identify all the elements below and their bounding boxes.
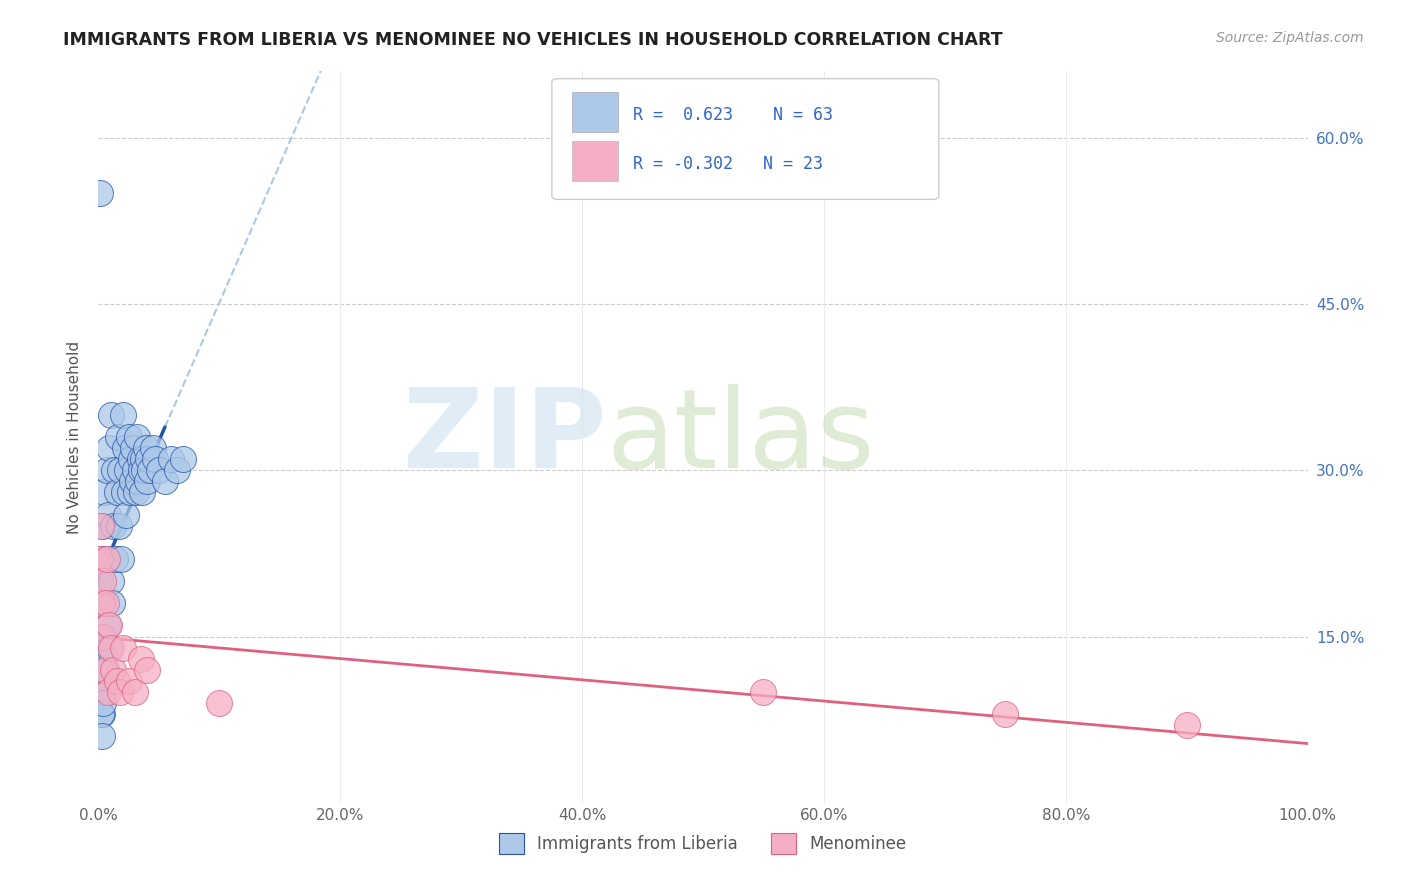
Text: R =  0.623    N = 63: R = 0.623 N = 63 xyxy=(633,106,832,124)
Point xyxy=(101,663,124,677)
Point xyxy=(93,630,115,644)
Point xyxy=(122,441,145,455)
Point xyxy=(134,463,156,477)
Point xyxy=(172,452,194,467)
Point xyxy=(208,696,231,710)
Point xyxy=(124,685,146,699)
Point xyxy=(91,685,114,699)
Point xyxy=(148,463,170,477)
Point xyxy=(103,463,125,477)
Point xyxy=(93,663,115,677)
Text: Source: ZipAtlas.com: Source: ZipAtlas.com xyxy=(1216,31,1364,45)
Point xyxy=(135,663,157,677)
Point xyxy=(994,707,1017,722)
Text: IMMIGRANTS FROM LIBERIA VS MENOMINEE NO VEHICLES IN HOUSEHOLD CORRELATION CHART: IMMIGRANTS FROM LIBERIA VS MENOMINEE NO … xyxy=(63,31,1002,49)
Point xyxy=(118,485,141,500)
Point xyxy=(91,729,114,743)
Point xyxy=(117,463,139,477)
Point xyxy=(129,463,152,477)
Y-axis label: No Vehicles in Household: No Vehicles in Household xyxy=(67,341,83,533)
Point xyxy=(752,685,775,699)
Point xyxy=(135,441,157,455)
Point xyxy=(136,452,159,467)
Point xyxy=(97,685,120,699)
FancyBboxPatch shape xyxy=(551,78,939,200)
Text: atlas: atlas xyxy=(606,384,875,491)
Point xyxy=(118,430,141,444)
Point xyxy=(115,508,138,522)
Point xyxy=(108,518,131,533)
Point xyxy=(90,552,112,566)
Point xyxy=(90,707,112,722)
Point xyxy=(91,630,114,644)
Point xyxy=(89,186,111,201)
Point xyxy=(91,640,114,655)
Point xyxy=(111,640,134,655)
Point xyxy=(128,452,150,467)
Point xyxy=(89,552,111,566)
Point xyxy=(129,651,152,665)
Point xyxy=(93,485,115,500)
Point xyxy=(118,673,141,688)
Point xyxy=(142,441,165,455)
Point xyxy=(101,518,124,533)
Point xyxy=(105,673,128,688)
Point xyxy=(97,508,120,522)
Point xyxy=(98,441,121,455)
Point xyxy=(124,463,146,477)
Point xyxy=(108,463,131,477)
FancyBboxPatch shape xyxy=(572,141,619,181)
Point xyxy=(127,430,149,444)
Point xyxy=(100,596,122,610)
Point xyxy=(90,663,112,677)
Point xyxy=(1175,718,1198,732)
Text: ZIP: ZIP xyxy=(404,384,606,491)
Point xyxy=(89,685,111,699)
Point xyxy=(121,475,143,489)
Point xyxy=(112,485,135,500)
Point xyxy=(166,463,188,477)
Point xyxy=(104,552,127,566)
Point xyxy=(90,596,112,610)
Point xyxy=(90,518,112,533)
Point xyxy=(89,574,111,589)
Point xyxy=(91,518,114,533)
Point xyxy=(91,574,114,589)
Point xyxy=(96,552,118,566)
Legend: Immigrants from Liberia, Menominee: Immigrants from Liberia, Menominee xyxy=(492,827,914,860)
Point xyxy=(105,485,128,500)
Point xyxy=(100,640,122,655)
Point xyxy=(108,685,131,699)
Point xyxy=(96,463,118,477)
Point xyxy=(127,475,149,489)
Point xyxy=(98,640,121,655)
Point xyxy=(97,618,120,632)
Point xyxy=(91,696,114,710)
Point xyxy=(132,452,155,467)
Point xyxy=(120,452,142,467)
Point xyxy=(143,452,166,467)
Point xyxy=(91,596,114,610)
Point xyxy=(94,596,117,610)
Point xyxy=(153,475,176,489)
Point xyxy=(111,408,134,422)
Point xyxy=(114,441,136,455)
Point xyxy=(94,552,117,566)
Point xyxy=(135,475,157,489)
Point xyxy=(131,485,153,500)
Point xyxy=(110,552,132,566)
FancyBboxPatch shape xyxy=(572,92,619,132)
Point xyxy=(160,452,183,467)
Point xyxy=(94,663,117,677)
Point xyxy=(98,618,121,632)
Point xyxy=(125,485,148,500)
Point xyxy=(100,574,122,589)
Point xyxy=(107,430,129,444)
Text: R = -0.302   N = 23: R = -0.302 N = 23 xyxy=(633,155,823,173)
Point xyxy=(100,408,122,422)
Point xyxy=(91,707,114,722)
Point xyxy=(139,463,162,477)
